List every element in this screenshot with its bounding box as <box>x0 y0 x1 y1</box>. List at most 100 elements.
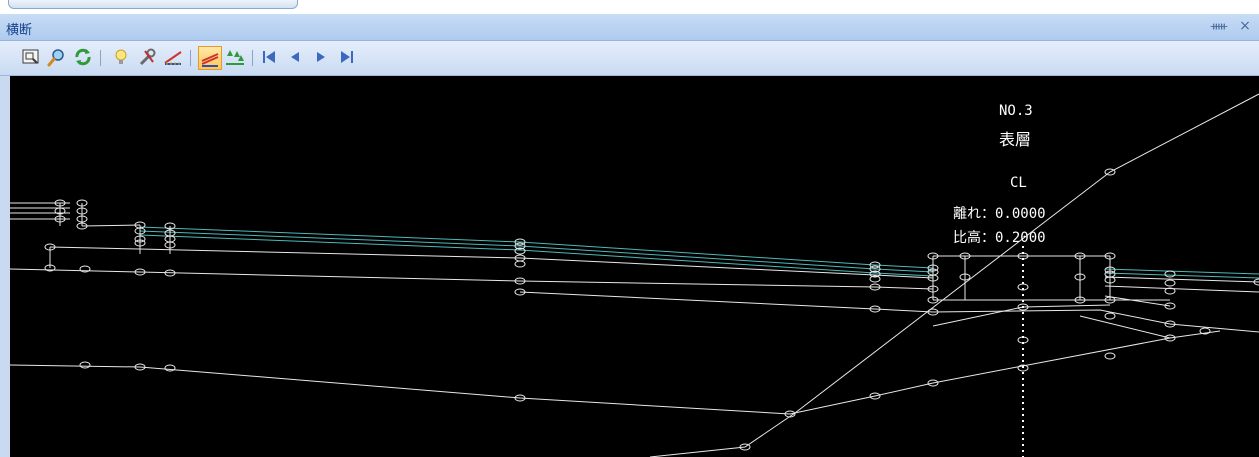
teal-layer-line <box>1104 272 1259 279</box>
white-line <box>1079 315 1171 339</box>
last-page-icon[interactable] <box>336 46 358 68</box>
layer-name-label: 表層 <box>999 130 1032 149</box>
vertex-marker <box>134 268 146 276</box>
tools-icon[interactable] <box>136 46 158 68</box>
vertex-marker <box>927 285 939 293</box>
close-icon[interactable]: × <box>1239 18 1251 34</box>
vertex-marker <box>1017 364 1029 372</box>
pin-icon[interactable]: ᚔ <box>1210 19 1228 33</box>
vertex-marker <box>134 227 146 235</box>
layer-toggle-icon[interactable] <box>198 46 222 70</box>
vertex-marker <box>79 361 91 369</box>
first-page-icon[interactable] <box>258 46 280 68</box>
vertex-marker <box>927 379 939 387</box>
vertex-marker <box>164 241 176 249</box>
markers <box>44 168 1259 451</box>
vertex-marker <box>1164 334 1176 342</box>
vertex-marker <box>164 269 176 277</box>
vertex-marker <box>134 235 146 243</box>
vertex-marker <box>739 443 751 451</box>
vertex-marker <box>514 394 526 402</box>
toolbar <box>0 41 1259 76</box>
distance-readout: 離れ：0.0000 <box>953 206 1046 222</box>
layer-lines <box>139 226 1259 279</box>
vertex-marker <box>869 265 881 273</box>
teal-layer-line <box>139 230 934 273</box>
vertex-marker <box>927 264 939 272</box>
vertex-marker <box>927 274 939 282</box>
vertex-marker <box>959 252 971 260</box>
vertex-marker <box>1164 302 1176 310</box>
vertex-marker <box>44 243 56 251</box>
white-line <box>1104 285 1259 293</box>
vertex-marker <box>1164 270 1176 278</box>
toolbar-separator <box>190 50 191 66</box>
next-icon[interactable] <box>310 46 332 68</box>
vertex-marker <box>514 242 526 250</box>
vertex-marker <box>134 239 146 247</box>
lightbulb-icon[interactable] <box>110 46 132 68</box>
vertex-marker <box>1164 279 1176 287</box>
zoom-window-icon[interactable] <box>20 46 42 68</box>
white-line <box>10 330 1221 415</box>
white-lines <box>10 93 1259 457</box>
vertex-marker <box>869 261 881 269</box>
vertex-marker <box>76 199 88 207</box>
vertex-marker <box>959 273 971 281</box>
toolbar-separator <box>252 50 253 66</box>
centerline-label: CL <box>1010 175 1027 191</box>
prev-icon[interactable] <box>284 46 306 68</box>
vertex-marker <box>54 199 66 207</box>
white-line <box>932 304 1111 327</box>
vertex-marker <box>514 238 526 246</box>
document-tab[interactable] <box>8 0 298 9</box>
vertex-marker <box>927 308 939 316</box>
cross-section-drawing <box>10 93 1259 457</box>
vertex-marker <box>1104 312 1116 320</box>
vertex-marker <box>1104 168 1116 176</box>
vertex-marker <box>1104 296 1116 304</box>
vertex-marker <box>1164 320 1176 328</box>
vertex-marker <box>869 305 881 313</box>
vertex-marker <box>76 222 88 230</box>
vertex-marker <box>1074 252 1086 260</box>
vertex-marker <box>1104 266 1116 274</box>
vertex-marker <box>514 277 526 285</box>
vertex-marker <box>1074 296 1086 304</box>
cross-section-panel: 横断 ᚔ × <box>0 14 1259 457</box>
tree-plot-icon[interactable] <box>224 46 246 68</box>
white-line <box>10 268 934 290</box>
vertex-marker <box>514 288 526 296</box>
cross-section-canvas[interactable]: NO.3 表層 CL 離れ：0.0000 比高：0.2000 <box>10 76 1259 457</box>
panel-title: 横断 <box>6 23 33 38</box>
vertex-marker <box>869 283 881 291</box>
vertex-marker <box>784 410 796 418</box>
zoom-search-icon[interactable] <box>46 46 68 68</box>
vertex-marker <box>1017 303 1029 311</box>
refresh-icon[interactable] <box>72 46 94 68</box>
vertex-marker <box>76 207 88 215</box>
teal-layer-line <box>139 226 934 269</box>
vertex-marker <box>869 270 881 278</box>
vertex-marker <box>1074 273 1086 281</box>
slope-line-icon[interactable] <box>162 46 184 68</box>
vertex-marker <box>76 215 88 223</box>
white-line <box>81 224 141 227</box>
vertex-marker <box>869 275 881 283</box>
vertex-marker <box>869 392 881 400</box>
vertex-marker <box>134 363 146 371</box>
vertex-marker <box>44 264 56 272</box>
vertex-marker <box>79 265 91 273</box>
vertex-marker <box>514 247 526 255</box>
white-line <box>519 291 1259 333</box>
teal-layer-line <box>139 234 934 277</box>
vertex-marker <box>1104 352 1116 360</box>
vertex-marker <box>1104 252 1116 260</box>
vertex-marker <box>514 260 526 268</box>
white-line <box>1104 276 1259 283</box>
vertex-marker <box>164 222 176 230</box>
toolbar-separator <box>100 50 101 66</box>
teal-layer-line <box>1104 268 1259 275</box>
vertex-marker <box>1164 287 1176 295</box>
vertex-marker <box>164 364 176 372</box>
